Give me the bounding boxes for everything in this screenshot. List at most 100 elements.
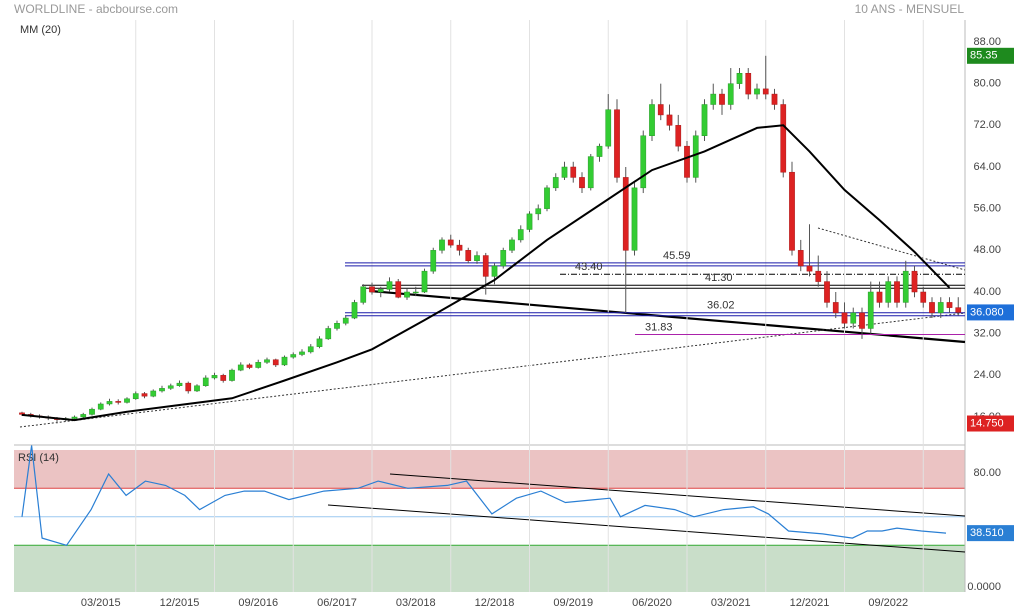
candle-body [202,377,209,386]
candle-body [89,408,95,415]
candle-body [211,375,218,379]
candle-body [666,114,673,126]
candle-body [561,166,568,178]
candle-body [474,255,480,262]
candle-body [509,239,515,251]
price-badge-label: 36.080 [970,306,1004,318]
candle-body [237,364,244,371]
candle-body [526,213,533,230]
candle-body [456,244,463,251]
candle-body [264,359,270,363]
x-tick-label: 12/2021 [790,597,830,609]
x-tick-label: 12/2018 [475,597,515,609]
candle-body [797,250,804,267]
candle-body [115,401,122,403]
price-badge-label: 85.35 [970,50,998,62]
y-tick-label: 48.00 [973,244,1001,256]
candle-body [194,385,200,392]
candle-body [106,401,113,405]
candle-body [159,388,165,392]
candle-body [640,135,647,189]
candle-body [867,291,874,329]
price-badge-label: 14.750 [970,417,1004,429]
price-badge [967,47,1014,64]
candle-body [430,250,437,272]
candle-body [902,270,909,303]
candle-body [220,375,227,381]
candle-body [657,104,664,116]
candle-body [544,187,550,209]
candle-body [19,412,25,415]
candle-body [727,83,734,105]
x-tick-label: 09/2019 [553,597,593,609]
candle-body [631,187,638,251]
trendline [369,289,966,344]
rsi-tick-label: 0.0000 [967,581,1001,593]
candle-body [167,385,174,389]
candle-body [342,317,349,324]
level-label: 41.30 [705,272,733,284]
candle-body [876,291,883,303]
candle-body [351,302,358,319]
candle-body [465,250,472,261]
candle-body [780,104,787,173]
candle-body [911,270,918,293]
candle-body [692,135,699,178]
candle-body [946,302,953,308]
candle-body [482,255,489,277]
oversold-zone [14,545,965,592]
rsi-tick-label: 80.00 [973,467,1001,479]
candle-body [920,291,927,303]
y-tick-label: 72.00 [973,119,1001,131]
period: 10 ANS - MENSUEL [855,2,965,16]
candle-body [395,281,402,298]
candle-body [71,416,78,419]
level-label: 43.40 [575,261,603,273]
source: WORLDLINE - abcbourse.com [14,2,178,16]
y-tick-label: 64.00 [973,161,1001,173]
candle-body [552,177,559,189]
candle-body [246,364,253,368]
candle-body [229,369,235,381]
candle-body [754,88,760,95]
candle-body [421,270,428,293]
x-tick-label: 06/2020 [632,597,672,609]
ma-label: MM (20) [20,24,61,36]
rsi-channel [389,473,966,517]
y-tick-label: 32.00 [973,328,1001,340]
candle-body [605,109,612,147]
candle-body [937,302,944,314]
candle-body [281,356,288,366]
y-tick-label: 56.00 [973,203,1001,215]
rsi-channel [327,504,966,553]
x-tick-label: 03/2021 [711,597,751,609]
candle-body [570,166,577,178]
candle-body [587,156,594,189]
overbought-zone [14,450,965,489]
rsi-line [21,445,947,546]
x-tick-label: 03/2018 [396,597,436,609]
y-tick-label: 40.00 [973,286,1001,298]
moving-average [21,124,951,422]
candle-body [649,104,655,136]
candle-body [307,346,314,353]
candle-body [579,177,585,189]
candle-body [894,281,900,303]
candle-body [850,312,857,324]
candle-body [447,239,454,246]
candle-body [316,338,323,347]
candle-body [684,145,690,178]
candle-body [815,270,822,282]
y-tick-label: 88.00 [973,36,1001,48]
candle-body [491,265,498,277]
candle-body [701,104,708,136]
candle-body [841,312,848,324]
candle-body [745,73,752,95]
candle-body [614,109,620,178]
candle-body [789,171,795,251]
candle-body [885,281,892,303]
candle-body [176,382,183,387]
candle-body [517,229,524,241]
candle-body [360,286,367,303]
